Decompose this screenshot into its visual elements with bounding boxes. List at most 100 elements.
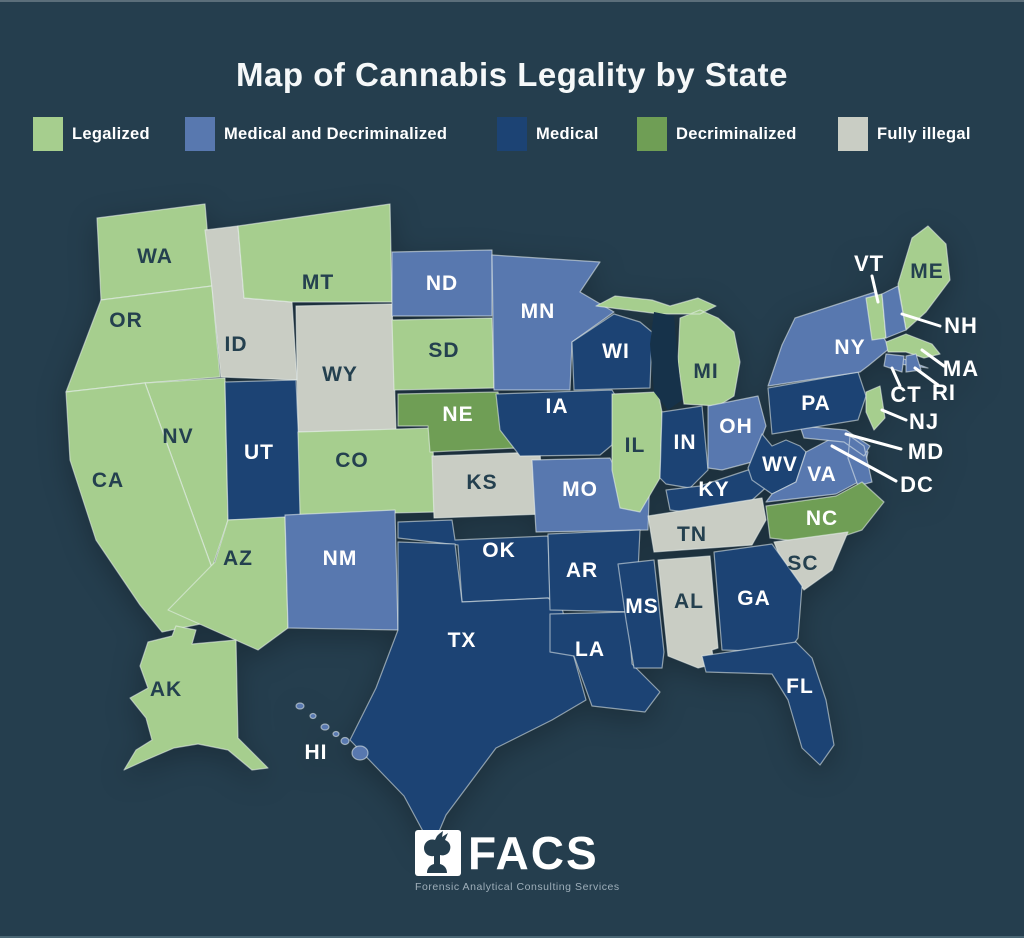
footer-logo-block: FACS Forensic Analytical Consulting Serv… <box>415 830 635 893</box>
callout-label-md: MD <box>908 439 944 464</box>
state-label-sc: SC <box>787 552 818 575</box>
legend-label-fully-illegal: Fully illegal <box>877 124 971 143</box>
state-tx <box>349 541 587 849</box>
state-mn <box>491 254 615 391</box>
legend-item-decriminalized: Decriminalized <box>637 117 797 151</box>
legend-label-medical: Medical <box>536 124 599 143</box>
state-nd <box>391 249 493 317</box>
state-label-ak: AK <box>150 678 182 701</box>
state-label-mt: MT <box>302 271 334 294</box>
state-label-ms: MS <box>625 595 659 618</box>
facs-logo-icon <box>415 830 461 876</box>
lake-michigan <box>650 312 682 410</box>
state-label-id: ID <box>225 333 248 356</box>
hi-island-6 <box>351 745 369 761</box>
state-label-az: AZ <box>223 547 253 570</box>
facs-tagline: Forensic Analytical Consulting Services <box>415 881 620 893</box>
callout-label-nj: NJ <box>909 409 939 434</box>
legend-swatch-medical-and-decriminalized <box>185 117 215 151</box>
state-label-ky: KY <box>698 478 729 501</box>
bottom-edge-line <box>0 936 1024 938</box>
state-mi <box>595 295 741 407</box>
state-label-mn: MN <box>521 300 556 323</box>
state-label-ga: GA <box>737 587 771 610</box>
state-label-nc: NC <box>806 507 838 530</box>
legend-label-medical-and-decriminalized: Medical and Decriminalized <box>224 124 448 143</box>
legend-swatch-medical <box>497 117 527 151</box>
state-fl <box>701 641 835 766</box>
callout-line-nh <box>900 312 942 328</box>
callout-line-vt <box>870 274 880 304</box>
state-ak <box>123 625 269 771</box>
state-label-hi: HI <box>305 741 328 764</box>
state-label-ca: CA <box>92 469 124 492</box>
callout-label-ri: RI <box>932 380 956 405</box>
state-label-ks: KS <box>466 471 497 494</box>
state-label-la: LA <box>575 638 605 661</box>
legend: Legalized Medical and Decriminalized Med… <box>0 117 1024 153</box>
state-ia <box>495 389 619 457</box>
state-label-in: IN <box>674 431 697 454</box>
callout-label-dc: DC <box>900 472 934 497</box>
callout-line-ri <box>913 366 940 387</box>
state-mt <box>237 203 393 303</box>
callout-label-ma: MA <box>943 356 979 381</box>
state-hi <box>295 702 369 761</box>
state-label-me: ME <box>910 260 944 283</box>
hi-island-3 <box>320 723 330 731</box>
callout-line-md <box>844 432 903 451</box>
state-label-il: IL <box>625 434 646 457</box>
callout-label-ct: CT <box>890 382 921 407</box>
state-label-co: CO <box>335 449 369 472</box>
hi-island-5 <box>340 736 350 746</box>
state-ct <box>883 353 905 373</box>
microscope-icon <box>424 831 451 873</box>
state-label-wi: WI <box>602 340 630 363</box>
page-title: Map of Cannabis Legality by State <box>236 56 788 94</box>
callout-line-ma <box>920 348 946 368</box>
legend-item-medical-and-decriminalized: Medical and Decriminalized <box>185 117 447 151</box>
facs-logo-text: FACS <box>468 827 599 879</box>
hi-island-1 <box>295 702 305 710</box>
state-tn <box>647 497 767 553</box>
callout-label-vt: VT <box>854 251 884 276</box>
state-me <box>897 225 951 331</box>
state-or <box>65 285 221 393</box>
facs-logo: FACS <box>415 830 635 876</box>
legend-swatch-legalized <box>33 117 63 151</box>
state-ri <box>905 353 922 373</box>
state-label-ok: OK <box>482 539 516 562</box>
state-label-tx: TX <box>448 629 477 652</box>
legend-swatch-decriminalized <box>637 117 667 151</box>
legend-item-medical: Medical <box>497 117 599 151</box>
state-label-ne: NE <box>442 403 473 426</box>
legend-label-decriminalized: Decriminalized <box>676 124 797 143</box>
state-label-ia: IA <box>546 395 569 418</box>
state-label-mi: MI <box>693 360 718 383</box>
state-label-wv: WV <box>762 453 798 476</box>
state-label-wy: WY <box>322 363 358 386</box>
state-label-pa: PA <box>801 392 831 415</box>
top-edge-line <box>0 0 1024 2</box>
callout-label-nh: NH <box>944 313 978 338</box>
state-label-al: AL <box>674 590 704 613</box>
state-label-oh: OH <box>719 415 753 438</box>
callout-line-nj <box>880 408 908 422</box>
state-label-nm: NM <box>323 547 358 570</box>
state-nm <box>284 509 399 631</box>
state-label-ar: AR <box>566 559 598 582</box>
state-label-ny: NY <box>834 336 865 359</box>
state-ms <box>617 559 665 669</box>
state-label-va: VA <box>807 463 837 486</box>
state-label-or: OR <box>109 309 143 332</box>
state-label-sd: SD <box>428 339 459 362</box>
state-wv <box>747 433 807 495</box>
hi-island-4 <box>332 730 340 738</box>
state-nc <box>765 481 885 545</box>
legend-item-legalized: Legalized <box>33 117 150 151</box>
legend-item-fully-illegal: Fully illegal <box>838 117 971 151</box>
legend-swatch-fully-illegal <box>838 117 868 151</box>
state-nh <box>881 285 907 339</box>
callout-line-ct <box>890 366 902 388</box>
